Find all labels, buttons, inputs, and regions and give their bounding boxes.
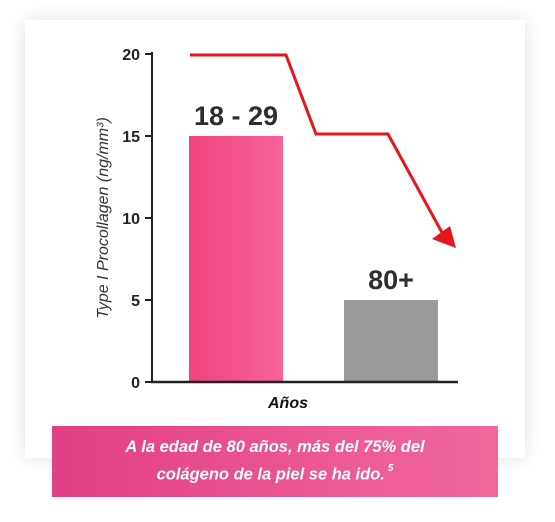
footer-line-2: colágeno de la piel se ha ido. 5 (157, 459, 394, 487)
footer-banner: A la edad de 80 años, más del 75% del co… (52, 426, 498, 497)
y-tick-label: 20 (122, 47, 140, 64)
y-tick-label: 5 (131, 293, 140, 310)
trend-arrowhead (432, 226, 456, 248)
footer-line-1: A la edad de 80 años, más del 75% del (125, 438, 425, 457)
footer-line-2-text: colágeno de la piel se ha ido. (156, 465, 385, 484)
y-tick-label: 15 (122, 129, 140, 146)
y-tick-label: 10 (122, 211, 140, 228)
y-tick-label: 0 (131, 375, 140, 392)
trend-arrow-line (190, 53, 447, 239)
x-axis-label: Años (267, 395, 308, 412)
bar (344, 300, 438, 382)
bar (189, 136, 283, 382)
footnote-marker: 5 (387, 463, 394, 475)
y-axis-label: Type I Procollagen (ng/mm³) (95, 117, 112, 319)
bar-category-label: 80+ (368, 265, 414, 295)
bar-category-label: 18 - 29 (194, 101, 278, 131)
